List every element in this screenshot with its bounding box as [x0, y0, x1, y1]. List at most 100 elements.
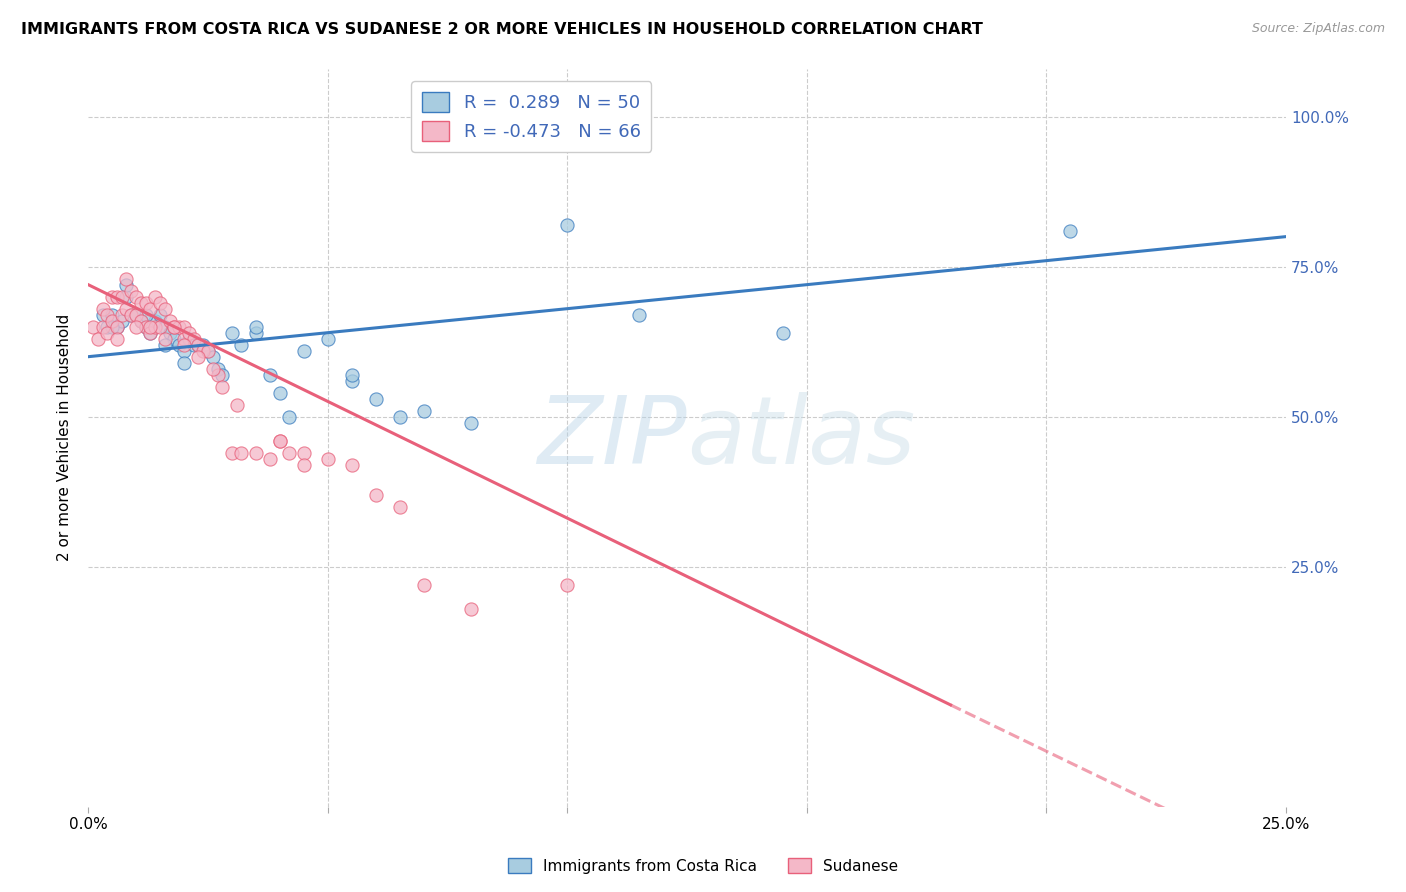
- Point: [197, 343, 219, 358]
- Point: [269, 434, 291, 448]
- Point: [101, 290, 124, 304]
- Point: [91, 308, 114, 322]
- Legend: Immigrants from Costa Rica, Sudanese: Immigrants from Costa Rica, Sudanese: [502, 852, 904, 880]
- Point: [231, 337, 253, 351]
- Point: [153, 337, 176, 351]
- Y-axis label: 2 or more Vehicles in Household: 2 or more Vehicles in Household: [58, 314, 72, 561]
- Text: Source: ZipAtlas.com: Source: ZipAtlas.com: [1251, 22, 1385, 36]
- Point: [278, 409, 301, 424]
- Point: [187, 337, 209, 351]
- Point: [96, 319, 118, 334]
- Point: [105, 319, 128, 334]
- Point: [201, 361, 224, 376]
- Point: [143, 319, 166, 334]
- Point: [139, 326, 162, 340]
- Point: [167, 337, 190, 351]
- Point: [115, 271, 138, 285]
- Text: IMMIGRANTS FROM COSTA RICA VS SUDANESE 2 OR MORE VEHICLES IN HOUSEHOLD CORRELATI: IMMIGRANTS FROM COSTA RICA VS SUDANESE 2…: [21, 22, 983, 37]
- Point: [191, 343, 214, 358]
- Point: [269, 434, 291, 448]
- Point: [163, 319, 186, 334]
- Point: [173, 332, 195, 346]
- Point: [245, 326, 267, 340]
- Point: [153, 332, 176, 346]
- Point: [153, 301, 176, 316]
- Point: [211, 380, 233, 394]
- Point: [177, 332, 200, 346]
- Point: [221, 446, 243, 460]
- Point: [183, 332, 205, 346]
- Point: [388, 500, 411, 514]
- Point: [772, 326, 794, 340]
- Point: [135, 308, 157, 322]
- Legend: R =  0.289   N = 50, R = -0.473   N = 66: R = 0.289 N = 50, R = -0.473 N = 66: [411, 81, 651, 152]
- Point: [269, 385, 291, 400]
- Point: [225, 398, 247, 412]
- Point: [125, 308, 148, 322]
- Point: [120, 308, 142, 322]
- Point: [167, 319, 190, 334]
- Point: [115, 301, 138, 316]
- Point: [135, 295, 157, 310]
- Point: [163, 332, 186, 346]
- Point: [201, 350, 224, 364]
- Point: [129, 295, 152, 310]
- Point: [245, 446, 267, 460]
- Point: [191, 337, 214, 351]
- Point: [292, 458, 315, 472]
- Point: [292, 446, 315, 460]
- Point: [105, 332, 128, 346]
- Point: [91, 319, 114, 334]
- Point: [173, 343, 195, 358]
- Point: [259, 451, 281, 466]
- Point: [125, 308, 148, 322]
- Point: [207, 361, 229, 376]
- Point: [139, 319, 162, 334]
- Point: [221, 326, 243, 340]
- Point: [91, 301, 114, 316]
- Point: [412, 578, 434, 592]
- Point: [197, 343, 219, 358]
- Point: [259, 368, 281, 382]
- Point: [364, 488, 387, 502]
- Point: [555, 578, 578, 592]
- Point: [143, 290, 166, 304]
- Point: [173, 319, 195, 334]
- Text: atlas: atlas: [688, 392, 915, 483]
- Point: [149, 295, 172, 310]
- Point: [159, 314, 181, 328]
- Point: [153, 319, 176, 334]
- Point: [111, 314, 134, 328]
- Point: [101, 319, 124, 334]
- Point: [187, 337, 209, 351]
- Point: [105, 290, 128, 304]
- Point: [187, 350, 209, 364]
- Point: [101, 308, 124, 322]
- Point: [340, 458, 363, 472]
- Point: [460, 602, 482, 616]
- Point: [460, 416, 482, 430]
- Point: [143, 314, 166, 328]
- Point: [115, 277, 138, 292]
- Point: [120, 284, 142, 298]
- Point: [135, 319, 157, 334]
- Point: [125, 319, 148, 334]
- Point: [316, 332, 339, 346]
- Point: [364, 392, 387, 406]
- Point: [87, 332, 110, 346]
- Point: [135, 319, 157, 334]
- Point: [159, 326, 181, 340]
- Point: [555, 218, 578, 232]
- Point: [388, 409, 411, 424]
- Point: [163, 319, 186, 334]
- Point: [183, 337, 205, 351]
- Point: [149, 308, 172, 322]
- Point: [278, 446, 301, 460]
- Point: [149, 319, 172, 334]
- Point: [120, 308, 142, 322]
- Point: [129, 314, 152, 328]
- Point: [139, 326, 162, 340]
- Point: [96, 326, 118, 340]
- Point: [340, 374, 363, 388]
- Point: [292, 343, 315, 358]
